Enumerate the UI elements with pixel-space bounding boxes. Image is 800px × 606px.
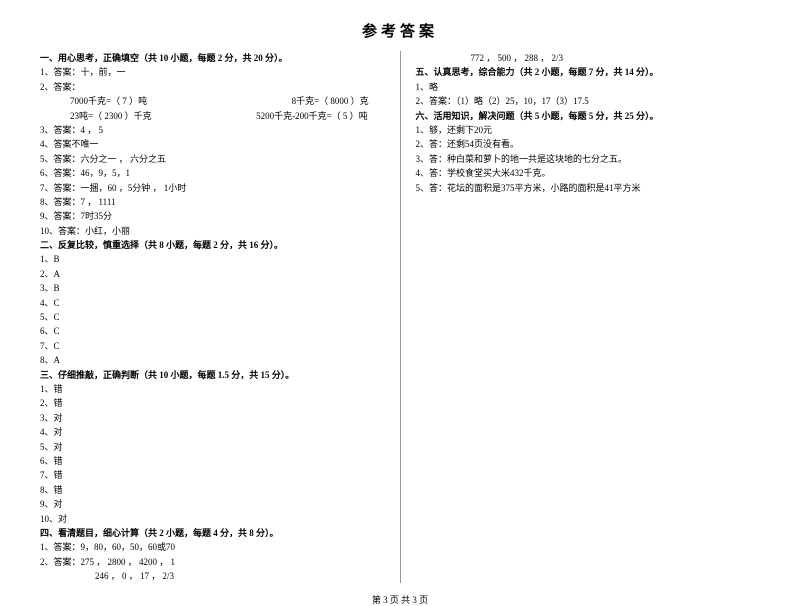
s3-item: 8、错 bbox=[40, 483, 385, 497]
page-footer: 第 3 页 共 3 页 bbox=[40, 583, 760, 606]
s6-item: 4、答：学校食堂买大米432千克。 bbox=[416, 166, 761, 180]
s1-item: 7、答案：一捆，60 ，5分钟 ， 1小时 bbox=[40, 181, 385, 195]
s2-item: 2、A bbox=[40, 267, 385, 281]
s2-item: 1、B bbox=[40, 252, 385, 266]
s1-cell: 7000千克=（ 7 ）吨 bbox=[70, 96, 147, 106]
s1-item: 9、答案：7时35分 bbox=[40, 209, 385, 223]
s3-item: 9、对 bbox=[40, 497, 385, 511]
s3-item: 4、对 bbox=[40, 425, 385, 439]
s1-cell: 8千克=（ 8000 ）克 bbox=[292, 96, 369, 106]
section1-header: 一、用心思考，正确填空（共 10 小题，每题 2 分，共 20 分）。 bbox=[40, 51, 385, 65]
s1-item: 3、答案：4 ， 5 bbox=[40, 123, 385, 137]
s6-item: 2、答：还剩54页没有看。 bbox=[416, 137, 761, 151]
s1-item: 8、答案：7 ， 1111 bbox=[40, 195, 385, 209]
section2-header: 二、反复比较，慎重选择（共 8 小题，每题 2 分，共 16 分）。 bbox=[40, 238, 385, 252]
s4-item: 2、答案：275 ， 2800 ， 4200 ， 1 bbox=[40, 555, 385, 569]
section5-header: 五、认真思考，综合能力（共 2 小题，每题 7 分，共 14 分）。 bbox=[416, 65, 761, 79]
s2-item: 8、A bbox=[40, 353, 385, 367]
s6-item: 3、答：种白菜和萝卜的地一共是这块地的七分之五。 bbox=[416, 152, 761, 166]
s2-item: 6、C bbox=[40, 324, 385, 338]
right-column: 772 ， 500 ， 288 ， 2/3 五、认真思考，综合能力（共 2 小题… bbox=[401, 51, 761, 583]
section3-header: 三、仔细推敲，正确判断（共 10 小题，每题 1.5 分，共 15 分）。 bbox=[40, 368, 385, 382]
s1-cell: 23吨=（ 2300 ）千克 bbox=[70, 111, 152, 121]
s1-item: 5、答案：六分之一 ， 六分之五 bbox=[40, 152, 385, 166]
s5-item: 2、答案：（1）略（2）25，10，17（3）17.5 bbox=[416, 94, 761, 108]
page-title: 参考答案 bbox=[40, 20, 760, 41]
s3-item: 2、错 bbox=[40, 396, 385, 410]
s1-cell: 5200千克-200千克=（ 5 ）吨 bbox=[256, 111, 368, 121]
s1-item: 2、答案： bbox=[40, 80, 385, 94]
s3-item: 5、对 bbox=[40, 440, 385, 454]
s3-item: 6、错 bbox=[40, 454, 385, 468]
s1-item: 1、答案：十，前，一 bbox=[40, 65, 385, 79]
topline: 772 ， 500 ， 288 ， 2/3 bbox=[416, 51, 761, 65]
s1-item: 23吨=（ 2300 ）千克 5200千克-200千克=（ 5 ）吨 bbox=[40, 109, 385, 123]
section6-header: 六、活用知识，解决问题（共 5 小题，每题 5 分，共 25 分）。 bbox=[416, 109, 761, 123]
s5-item: 1、略 bbox=[416, 80, 761, 94]
s2-item: 7、C bbox=[40, 339, 385, 353]
s2-item: 5、C bbox=[40, 310, 385, 324]
s4-item: 1、答案：9，80，60，50，60或70 bbox=[40, 540, 385, 554]
s1-item: 6、答案：46，9，5，1 bbox=[40, 166, 385, 180]
s1-item: 4、答案不唯一 bbox=[40, 137, 385, 151]
s6-item: 1、够，还剩下20元 bbox=[416, 123, 761, 137]
s1-item: 10、答案：小红，小丽 bbox=[40, 224, 385, 238]
left-column: 一、用心思考，正确填空（共 10 小题，每题 2 分，共 20 分）。 1、答案… bbox=[40, 51, 401, 583]
s2-item: 4、C bbox=[40, 296, 385, 310]
s3-item: 10、对 bbox=[40, 512, 385, 526]
s4-item: 246 ， 0 ， 17 ， 2/3 bbox=[40, 569, 385, 583]
s3-item: 7、错 bbox=[40, 468, 385, 482]
section4-header: 四、看清题目，细心计算（共 2 小题，每题 4 分，共 8 分）。 bbox=[40, 526, 385, 540]
s1-item: 7000千克=（ 7 ）吨 8千克=（ 8000 ）克 bbox=[40, 94, 385, 108]
content-area: 一、用心思考，正确填空（共 10 小题，每题 2 分，共 20 分）。 1、答案… bbox=[40, 51, 760, 583]
s3-item: 1、错 bbox=[40, 382, 385, 396]
page-container: 参考答案 一、用心思考，正确填空（共 10 小题，每题 2 分，共 20 分）。… bbox=[0, 0, 800, 565]
s2-item: 3、B bbox=[40, 281, 385, 295]
s6-item: 5、答：花坛的面积是375平方米，小路的面积是41平方米 bbox=[416, 181, 761, 195]
s3-item: 3、对 bbox=[40, 411, 385, 425]
